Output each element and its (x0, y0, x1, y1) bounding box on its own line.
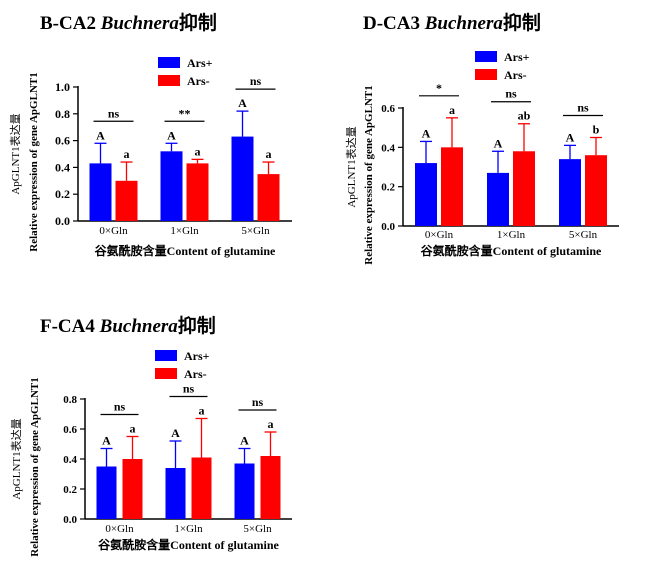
significance-letter-ars-plus-d: A (422, 126, 431, 140)
significance-letter-ars-plus-f: A (102, 434, 111, 448)
y-tick-label-d: 0.0 (381, 221, 395, 233)
legend-swatch-ars-minus (155, 368, 177, 379)
legend-swatch-ars-minus (158, 75, 180, 86)
y-tick-label-f: 0.4 (63, 454, 77, 466)
significance-letter-ars-minus-d: a (449, 103, 455, 117)
y-tick-label-f: 0.2 (63, 484, 77, 496)
bar-ars-plus-d (415, 163, 437, 226)
significance-letter-ars-minus-f: a (268, 417, 274, 431)
x-axis-label-f: 谷氨酰胺含量Content of glutamine (98, 537, 279, 552)
x-tick-label-f: 1×Gln (174, 523, 203, 535)
x-tick-label-b: 5×Gln (241, 225, 270, 237)
y-tick-label-b: 0.4 (55, 160, 70, 174)
bar-chart-b: Ars+ Ars- ApGLNT1表达量 Relative expression of… (8, 56, 292, 258)
panel-title-b: B-CA2 Buchnera抑制 (40, 13, 217, 34)
significance-mark-f: ns (183, 382, 195, 396)
x-axis-label-d: 谷氨酰胺含量Content of glutamine (421, 243, 602, 258)
y-tick-label-b: 0.0 (55, 214, 70, 228)
significance-mark-d: ns (577, 101, 589, 115)
bar-ars-minus-f (260, 456, 281, 519)
y-axis-label-f-en: Relative expression of gene ApGLNT1 (29, 377, 41, 556)
bar-ars-plus-d (559, 159, 581, 226)
bar-ars-plus-b (231, 136, 254, 221)
x-tick-label-b: 0×Gln (99, 225, 128, 237)
significance-letter-ars-plus-d: A (566, 130, 575, 144)
legend-label-ars-minus: Ars- (184, 367, 207, 381)
significance-letter-ars-plus-f: A (240, 434, 249, 448)
x-tick-label-d: 0×Gln (425, 229, 454, 241)
y-axis-label-b-cn: ApGLNT1表达量 (8, 113, 22, 194)
y-tick-label-b: 1.0 (55, 80, 70, 94)
bar-ars-plus-f (234, 463, 255, 519)
significance-letter-ars-minus-b: a (124, 147, 130, 161)
bar-ars-plus-d (487, 172, 509, 226)
y-tick-label-b: 0.6 (55, 134, 70, 148)
legend-label-ars-plus: Ars+ (504, 50, 530, 64)
bar-ars-minus-b (257, 174, 280, 221)
x-tick-label-d: 1×Gln (497, 229, 526, 241)
x-axis-label-b: 谷氨酰胺含量Content of glutamine (95, 243, 276, 258)
legend-label-ars-plus: Ars+ (184, 349, 210, 363)
bar-chart-d: Ars+ Ars- ApGLNT1表达量 Relative expression of… (344, 50, 619, 265)
significance-mark-b: ns (108, 106, 120, 120)
legend-label-ars-plus: Ars+ (187, 56, 213, 70)
bar-ars-minus-d (513, 151, 535, 226)
x-tick-label-f: 5×Gln (243, 523, 272, 535)
y-tick-label-b: 0.2 (55, 187, 70, 201)
significance-letter-ars-plus-d: A (494, 136, 503, 150)
significance-mark-f: ns (114, 400, 126, 414)
significance-letter-ars-minus-b: a (266, 147, 272, 161)
bar-ars-minus-b (186, 163, 209, 221)
chart-panel-d: D-CA3 Buchnera抑制 Ars+ Ars- ApGLNT1表达量 Relat… (335, 0, 669, 270)
significance-letter-ars-plus-b: A (167, 128, 176, 142)
significance-mark-d: * (436, 81, 442, 95)
y-tick-label-d: 0.6 (381, 103, 395, 115)
legend-label-ars-minus: Ars- (504, 68, 527, 82)
y-tick-label-b: 0.8 (55, 107, 70, 121)
y-axis-label-f-cn: ApGLNT1表达量 (9, 418, 23, 499)
significance-mark-b: ** (179, 106, 191, 120)
legend-label-ars-minus: Ars- (187, 74, 210, 88)
significance-letter-ars-minus-d: b (593, 123, 600, 137)
y-tick-label-f: 0.0 (63, 514, 77, 526)
significance-letter-ars-minus-f: a (199, 404, 205, 418)
bar-chart-f: Ars+ Ars- ApGLNT1表达量 Relative expression of… (9, 349, 292, 557)
x-tick-label-b: 1×Gln (170, 225, 199, 237)
y-axis-label-d-en: Relative expression of gene ApGLNT1 (363, 85, 375, 264)
bar-ars-minus-d (441, 147, 463, 226)
y-tick-label-d: 0.2 (381, 182, 395, 194)
legend-swatch-ars-plus (475, 51, 497, 62)
chart-panel-b: B-CA2 Buchnera抑制 Ars+ Ars- ApGLNT1表达量 Relat… (0, 0, 335, 270)
y-axis-label-b-en: Relative expression of gene ApGLNT1 (28, 72, 40, 251)
bar-ars-minus-b (115, 180, 138, 221)
panel-title-f: F-CA4 Buchnera抑制 (40, 316, 216, 337)
y-tick-label-d: 0.4 (381, 142, 395, 154)
bar-ars-minus-f (122, 459, 143, 519)
y-tick-label-f: 0.8 (63, 394, 77, 406)
x-tick-label-d: 5×Gln (569, 229, 598, 241)
legend-swatch-ars-plus (155, 350, 177, 361)
legend-swatch-ars-minus (475, 69, 497, 80)
significance-letter-ars-plus-f: A (171, 426, 180, 440)
significance-mark-f: ns (252, 395, 264, 409)
legend-swatch-ars-plus (158, 57, 180, 68)
significance-mark-b: ns (250, 74, 262, 88)
significance-letter-ars-minus-b: a (195, 144, 201, 158)
bar-ars-plus-f (96, 466, 117, 519)
bar-ars-minus-f (191, 457, 212, 519)
significance-letter-ars-minus-d: ab (518, 109, 531, 123)
significance-letter-ars-minus-f: a (130, 422, 136, 436)
panel-title-d: D-CA3 Buchnera抑制 (363, 13, 541, 34)
significance-letter-ars-plus-b: A (238, 96, 247, 110)
y-axis-label-d-cn: ApGLNT1表达量 (344, 126, 358, 207)
bar-ars-plus-b (89, 163, 112, 221)
bar-ars-plus-b (160, 151, 183, 221)
significance-letter-ars-plus-b: A (96, 128, 105, 142)
significance-mark-d: ns (505, 87, 517, 101)
x-tick-label-f: 0×Gln (105, 523, 134, 535)
bar-ars-plus-f (165, 468, 186, 519)
bar-ars-minus-d (585, 155, 607, 226)
chart-panel-f: F-CA4 Buchnera抑制 Ars+ Ars- ApGLNT1表达量 Relat… (0, 306, 335, 582)
y-tick-label-f: 0.6 (63, 424, 77, 436)
